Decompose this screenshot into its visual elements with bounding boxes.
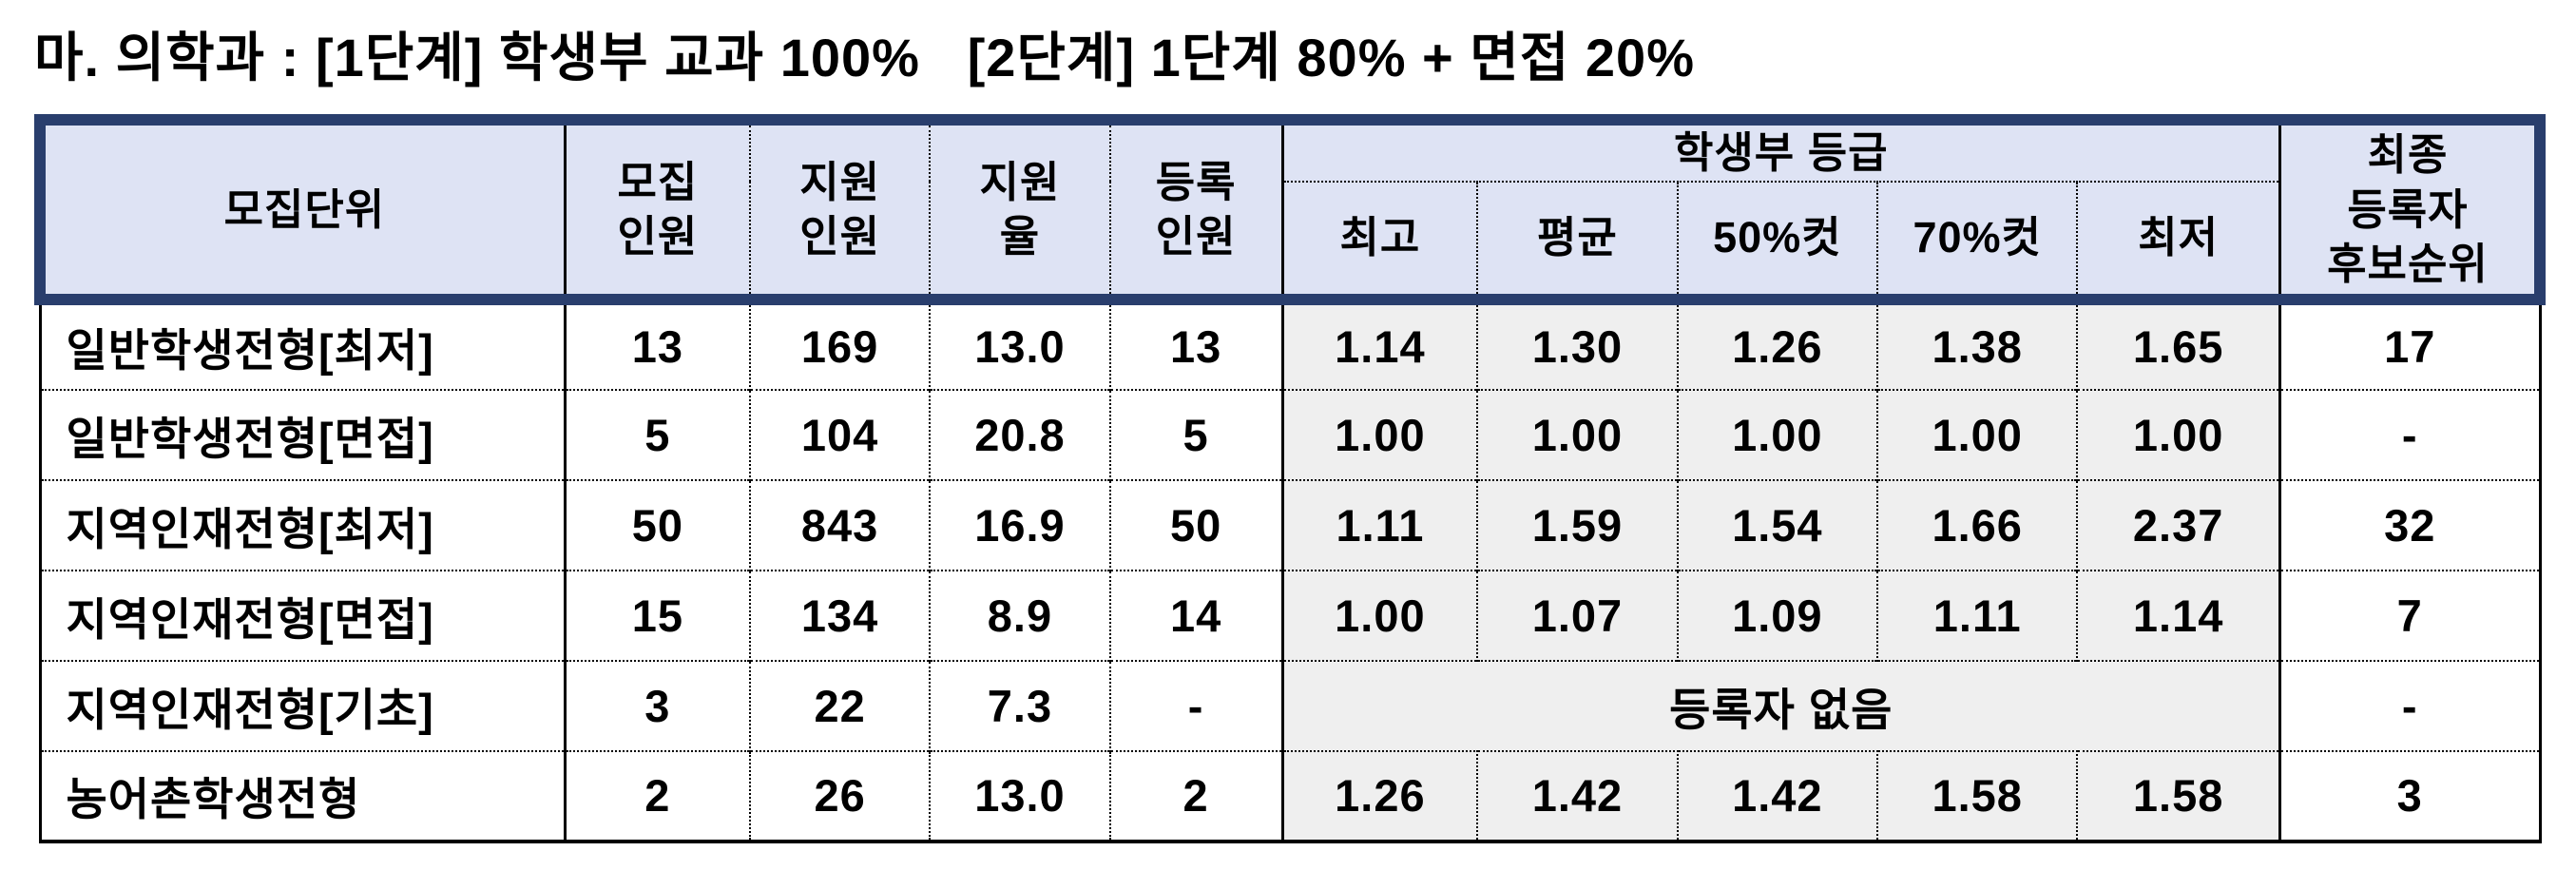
cell-grade-max: 1.26 (1282, 749, 1479, 843)
table-row: 일반학생전형[최저] 13 169 13.0 13 1.14 1.30 1.26… (38, 298, 2542, 390)
table-body: 일반학생전형[최저] 13 169 13.0 13 1.14 1.30 1.26… (38, 298, 2542, 843)
table-row: 지역인재전형[기초] 3 22 7.3 - 등록자 없음 - (38, 659, 2542, 751)
cell-quota: 15 (565, 569, 751, 661)
cell-quota: 5 (565, 388, 751, 480)
cell-unit: 일반학생전형[최저] (38, 298, 567, 390)
header-quota: 모집 인원 (565, 114, 751, 305)
cell-quota: 2 (565, 749, 751, 843)
cell-quota: 13 (565, 298, 751, 390)
page-title: 마. 의학과 : [1단계] 학생부 교과 100% [2단계] 1단계 80%… (34, 28, 1695, 87)
cell-grade-cut50: 1.09 (1677, 569, 1879, 661)
cell-quota: 50 (565, 478, 751, 571)
cell-grade-min: 2.37 (2077, 478, 2281, 571)
cell-waitlist: 7 (2279, 569, 2542, 661)
cell-grade-min: 1.14 (2077, 569, 2281, 661)
cell-grade-max: 1.14 (1282, 298, 1479, 390)
header-ratio: 지원 율 (930, 114, 1111, 305)
cell-unit: 일반학생전형[면접] (38, 388, 567, 480)
header-grade-cut50: 50%컷 (1677, 181, 1879, 305)
cell-quota: 3 (565, 659, 751, 751)
cell-waitlist: 3 (2279, 749, 2542, 843)
cell-enrolled: 5 (1109, 388, 1284, 480)
cell-applicants: 843 (749, 478, 932, 571)
cell-unit: 지역인재전형[면접] (38, 569, 567, 661)
cell-ratio: 13.0 (930, 298, 1111, 390)
cell-ratio: 16.9 (930, 478, 1111, 571)
cell-grade-min: 1.58 (2077, 749, 2281, 843)
cell-grade-avg: 1.59 (1477, 478, 1679, 571)
cell-applicants: 169 (749, 298, 932, 390)
table-row: 지역인재전형[면접] 15 134 8.9 14 1.00 1.07 1.09 … (38, 569, 2542, 661)
header-grades-group: 학생부 등급 (1282, 114, 2281, 183)
cell-unit: 농어촌학생전형 (38, 749, 567, 843)
cell-waitlist: - (2279, 388, 2542, 480)
cell-grade-cut70: 1.00 (1877, 388, 2079, 480)
cell-grade-avg: 1.42 (1477, 749, 1679, 843)
cell-ratio: 20.8 (930, 388, 1111, 480)
cell-enrolled: 13 (1109, 298, 1284, 390)
header-waitlist: 최종 등록자 후보순위 (2279, 114, 2546, 305)
cell-grade-cut50: 1.42 (1677, 749, 1879, 843)
cell-grade-avg: 1.00 (1477, 388, 1679, 480)
cell-grade-cut70: 1.11 (1877, 569, 2079, 661)
cell-enrolled: - (1109, 659, 1284, 751)
cell-grade-avg: 1.07 (1477, 569, 1679, 661)
cell-applicants: 22 (749, 659, 932, 751)
cell-grade-cut50: 1.26 (1677, 298, 1879, 390)
cell-ratio: 8.9 (930, 569, 1111, 661)
cell-enrolled: 14 (1109, 569, 1284, 661)
cell-grade-avg: 1.30 (1477, 298, 1679, 390)
cell-grade-max: 1.11 (1282, 478, 1479, 571)
cell-grade-max: 1.00 (1282, 388, 1479, 480)
cell-applicants: 104 (749, 388, 932, 480)
header-applicants: 지원 인원 (749, 114, 932, 305)
cell-waitlist: 17 (2279, 298, 2542, 390)
table-header: 모집단위 모집 인원 지원 인원 지원 율 등록 인원 학생부 등급 최종 등록… (33, 114, 2546, 305)
cell-grade-cut70: 1.66 (1877, 478, 2079, 571)
cell-enrolled: 2 (1109, 749, 1284, 843)
header-grade-min: 최저 (2077, 181, 2281, 305)
header-grade-cut70: 70%컷 (1877, 181, 2079, 305)
cell-enrolled: 50 (1109, 478, 1284, 571)
cell-applicants: 134 (749, 569, 932, 661)
cell-no-enrollees: 등록자 없음 (1282, 659, 2281, 751)
header-grade-max: 최고 (1282, 181, 1479, 305)
cell-grade-cut50: 1.00 (1677, 388, 1879, 480)
cell-grade-min: 1.00 (2077, 388, 2281, 480)
cell-grade-cut50: 1.54 (1677, 478, 1879, 571)
cell-applicants: 26 (749, 749, 932, 843)
header-unit: 모집단위 (33, 114, 567, 305)
admissions-stats-table: 모집단위 모집 인원 지원 인원 지원 율 등록 인원 학생부 등급 최종 등록… (33, 114, 2546, 843)
cell-ratio: 13.0 (930, 749, 1111, 843)
table-row: 농어촌학생전형 2 26 13.0 2 1.26 1.42 1.42 1.58 … (38, 749, 2542, 843)
cell-grade-min: 1.65 (2077, 298, 2281, 390)
cell-grade-cut70: 1.38 (1877, 298, 2079, 390)
cell-unit: 지역인재전형[최저] (38, 478, 567, 571)
table-row: 지역인재전형[최저] 50 843 16.9 50 1.11 1.59 1.54… (38, 478, 2542, 571)
cell-waitlist: 32 (2279, 478, 2542, 571)
cell-grade-cut70: 1.58 (1877, 749, 2079, 843)
header-grade-avg: 평균 (1477, 181, 1679, 305)
cell-ratio: 7.3 (930, 659, 1111, 751)
cell-unit: 지역인재전형[기초] (38, 659, 567, 751)
header-enrolled: 등록 인원 (1109, 114, 1284, 305)
cell-waitlist: - (2279, 659, 2542, 751)
cell-grade-max: 1.00 (1282, 569, 1479, 661)
table-row: 일반학생전형[면접] 5 104 20.8 5 1.00 1.00 1.00 1… (38, 388, 2542, 480)
